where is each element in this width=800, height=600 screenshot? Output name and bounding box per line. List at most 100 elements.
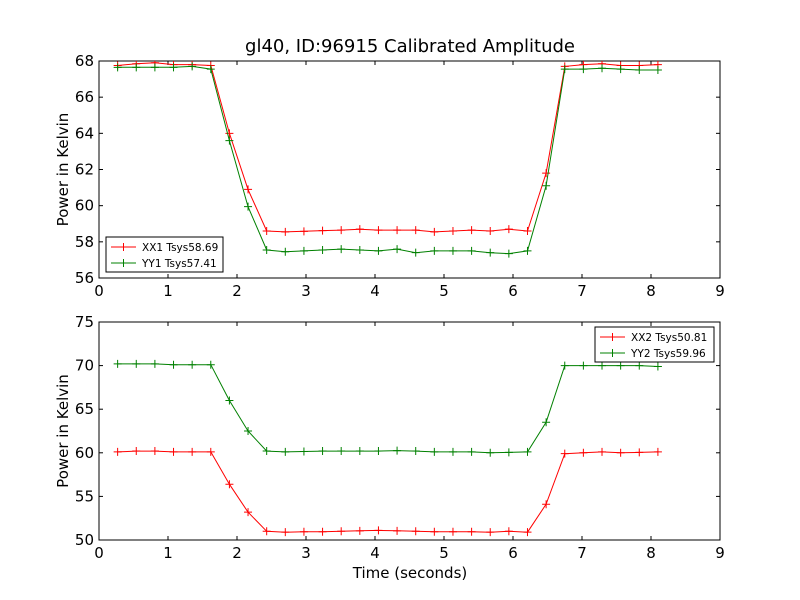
data-point <box>598 361 607 370</box>
data-point <box>262 527 271 536</box>
data-point <box>467 226 476 235</box>
data-point <box>504 249 513 258</box>
data-point <box>430 227 439 236</box>
y-tick-label: 56 <box>75 269 94 287</box>
data-point <box>467 527 476 536</box>
data-point <box>448 447 457 456</box>
data-point <box>244 185 253 194</box>
x-tick-label: 2 <box>232 544 242 562</box>
data-point <box>430 447 439 456</box>
data-point <box>318 245 327 254</box>
data-point <box>635 66 644 75</box>
data-point <box>337 527 346 536</box>
data-point <box>448 527 457 536</box>
data-point <box>579 448 588 457</box>
data-point <box>188 447 197 456</box>
data-point <box>598 64 607 73</box>
data-point <box>206 65 215 74</box>
data-point <box>411 447 420 456</box>
data-point <box>542 169 551 178</box>
x-tick-label: 3 <box>301 282 311 300</box>
data-point <box>318 527 327 536</box>
x-tick-label: 7 <box>577 282 587 300</box>
legend-label: XX1 Tsys58.69 <box>142 242 218 254</box>
data-point <box>244 427 253 435</box>
data-point <box>374 526 383 535</box>
data-point <box>542 181 551 190</box>
data-point <box>318 226 327 235</box>
data-point <box>635 448 644 457</box>
data-point <box>393 245 402 254</box>
data-point <box>448 226 457 235</box>
y-tick-label: 50 <box>75 531 94 549</box>
data-point <box>598 447 607 456</box>
y-tick-label: 58 <box>75 233 94 251</box>
data-point <box>393 446 402 455</box>
data-point <box>411 248 420 257</box>
data-point <box>560 65 569 74</box>
x-tick-label: 4 <box>370 282 380 300</box>
data-point <box>560 361 569 370</box>
data-point <box>262 226 271 235</box>
chart-title: gl40, ID:96915 Calibrated Amplitude <box>245 36 575 57</box>
data-point <box>653 447 662 456</box>
x-tick-label: 6 <box>508 544 518 562</box>
data-point <box>225 396 234 405</box>
data-point <box>225 129 234 138</box>
legend-marker <box>608 349 617 357</box>
legend-label: YY2 Tsys59.96 <box>630 348 706 360</box>
y-tick-label: 60 <box>75 444 94 462</box>
data-point <box>467 447 476 456</box>
bottom-plot: 0 1 2 3 4 5 6 7 8 9 50 55 60 65 70 75 Power in Kelvin XX2… <box>54 313 725 562</box>
data-point <box>393 226 402 235</box>
data-point <box>281 528 290 537</box>
data-point <box>299 227 308 236</box>
x-tick-label: 9 <box>715 544 725 562</box>
data-point <box>225 136 234 145</box>
data-point <box>150 447 159 456</box>
data-point <box>281 247 290 256</box>
data-point <box>318 447 327 456</box>
data-point <box>355 245 364 254</box>
data-point <box>504 225 513 234</box>
x-tick-label: 9 <box>715 282 725 300</box>
data-point <box>523 246 532 255</box>
legend-label: YY1 Tsys57.41 <box>141 258 217 270</box>
data-point <box>542 418 551 427</box>
x-tick-label: 0 <box>94 282 104 300</box>
data-point <box>374 226 383 235</box>
data-point <box>132 63 141 72</box>
legend-label: XX2 Tsys50.81 <box>631 332 707 344</box>
y-tick-label: 55 <box>75 487 94 505</box>
data-point <box>616 361 625 370</box>
data-point <box>430 246 439 255</box>
x-tick-label: 4 <box>370 544 380 562</box>
data-point <box>411 527 420 536</box>
data-point <box>169 360 178 369</box>
data-point <box>355 225 364 234</box>
data-point <box>523 528 532 537</box>
data-point <box>393 526 402 535</box>
y-tick-label: 66 <box>75 88 94 106</box>
y-tick-label: 65 <box>75 400 94 418</box>
data-point <box>653 66 662 75</box>
data-point <box>244 202 253 211</box>
data-point <box>132 359 141 368</box>
legend <box>594 326 715 363</box>
data-point <box>169 447 178 456</box>
data-point <box>169 63 178 72</box>
x-tick-label: 2 <box>232 282 242 300</box>
data-point <box>188 62 197 71</box>
data-point <box>188 360 197 369</box>
data-point <box>355 526 364 535</box>
legend-marker <box>608 333 617 341</box>
data-point <box>262 447 271 456</box>
legend-marker <box>119 259 128 267</box>
x-tick-label: 3 <box>301 544 311 562</box>
data-point <box>337 245 346 254</box>
data-point <box>299 527 308 536</box>
data-point <box>374 447 383 456</box>
data-point <box>542 500 551 509</box>
x-tick-label: 7 <box>577 544 587 562</box>
